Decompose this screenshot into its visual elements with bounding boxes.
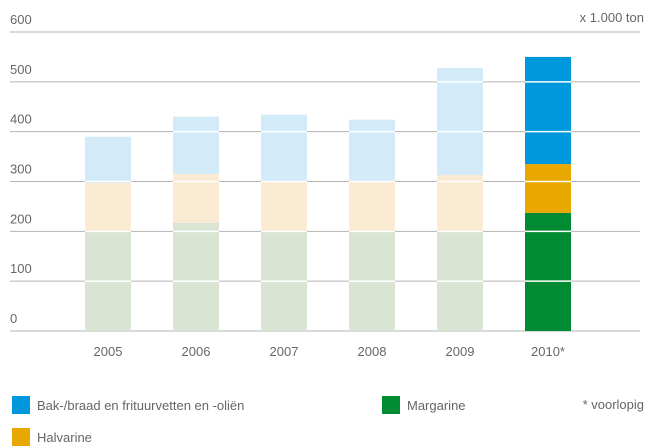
x-tick-label: 2009 bbox=[446, 344, 475, 359]
x-tick-label: 2010* bbox=[531, 344, 565, 359]
bar-segment bbox=[261, 114, 307, 182]
bar-segment bbox=[261, 181, 307, 232]
x-tick-label: 2008 bbox=[358, 344, 387, 359]
y-tick-label: 100 bbox=[10, 261, 32, 276]
y-tick-label: 500 bbox=[10, 62, 32, 77]
bar-segment bbox=[525, 56, 571, 165]
x-tick-label: 2005 bbox=[94, 344, 123, 359]
y-tick-label: 600 bbox=[10, 12, 32, 27]
bar-segment bbox=[437, 175, 483, 232]
bar-segment bbox=[173, 116, 219, 175]
legend-swatch bbox=[12, 428, 30, 446]
x-tick-label: 2007 bbox=[270, 344, 299, 359]
bar-segment bbox=[437, 67, 483, 176]
y-tick-label: 0 bbox=[10, 311, 17, 326]
y-tick-label: 300 bbox=[10, 162, 32, 177]
x-tick-label: 2006 bbox=[182, 344, 211, 359]
bar-segment bbox=[525, 164, 571, 213]
bar-segment bbox=[85, 182, 131, 232]
bar-segment bbox=[525, 212, 571, 331]
y-tick-label: 200 bbox=[10, 211, 32, 226]
bar-segment bbox=[85, 136, 131, 183]
bar-segment bbox=[173, 222, 219, 331]
bar-segment bbox=[349, 181, 395, 232]
legend-label: Bak-/braad en frituurvetten en -oliën bbox=[37, 398, 244, 413]
unit-label: x 1.000 ton bbox=[580, 10, 644, 25]
legend-label: Margarine bbox=[407, 398, 466, 413]
bar-segment bbox=[349, 119, 395, 182]
footnote: * voorlopig bbox=[583, 397, 644, 412]
y-tick-label: 400 bbox=[10, 112, 32, 127]
legend-swatch bbox=[382, 396, 400, 414]
legend-label: Halvarine bbox=[37, 430, 92, 445]
legend-swatch bbox=[12, 396, 30, 414]
